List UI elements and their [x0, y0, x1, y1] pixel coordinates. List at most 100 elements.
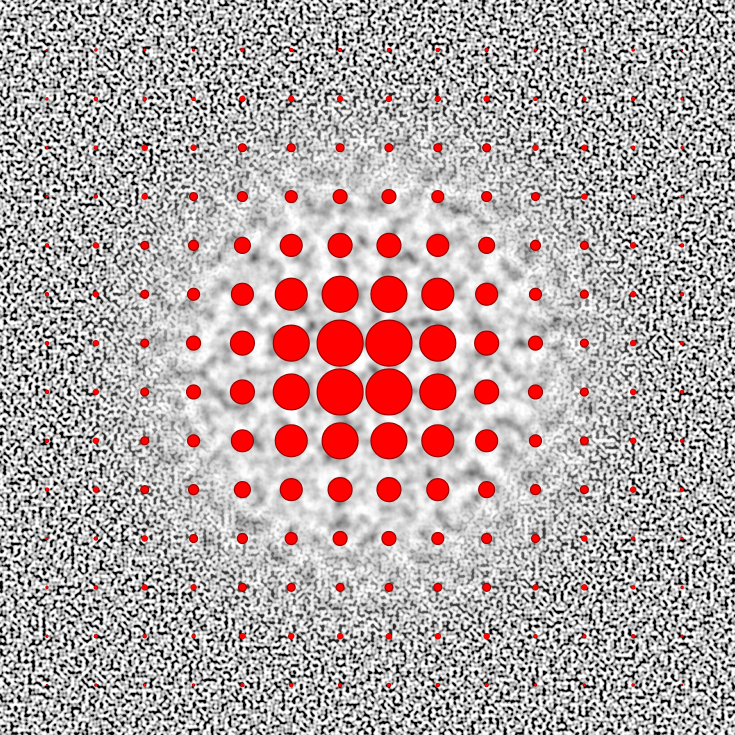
dot [381, 188, 397, 205]
dot [630, 194, 636, 199]
dot [530, 533, 541, 544]
dot [365, 319, 413, 367]
dot [629, 437, 637, 445]
dot [236, 190, 248, 203]
dot [186, 287, 201, 301]
dot [631, 683, 635, 687]
dot [370, 422, 408, 460]
dot [45, 194, 49, 199]
dot [582, 683, 587, 687]
dot [335, 582, 345, 592]
dot [140, 387, 150, 397]
dot [528, 287, 543, 301]
dot [93, 96, 99, 102]
dot [680, 683, 684, 687]
dot [141, 535, 148, 542]
dot [426, 233, 450, 257]
dot [629, 339, 637, 347]
dot [142, 633, 147, 639]
dot [284, 531, 298, 546]
dot [630, 585, 636, 590]
dot [483, 632, 490, 640]
dot [237, 143, 247, 153]
dot [229, 379, 255, 405]
dot [679, 243, 685, 248]
dot [321, 422, 359, 460]
dot [376, 477, 402, 503]
dot [533, 683, 538, 687]
dot [316, 319, 364, 367]
dot [240, 682, 245, 688]
dot [44, 340, 50, 346]
dot [190, 584, 197, 591]
dot [474, 379, 500, 405]
dot [316, 368, 364, 416]
dot [581, 144, 588, 151]
dot [288, 95, 295, 103]
dot [92, 437, 100, 445]
dot [431, 531, 445, 546]
dot [482, 582, 492, 592]
dot [421, 424, 455, 458]
dot [286, 143, 296, 153]
dot [679, 487, 685, 492]
dot [92, 291, 100, 298]
dot [44, 438, 50, 444]
dot [679, 438, 685, 444]
dot [327, 477, 353, 503]
dot [481, 190, 493, 203]
dot [336, 632, 344, 640]
dot [386, 682, 392, 688]
dot [630, 96, 636, 102]
dot [45, 683, 49, 687]
dot [274, 277, 308, 311]
dot [332, 188, 348, 205]
dot [337, 47, 343, 53]
dot [419, 373, 457, 411]
dot [484, 47, 489, 53]
dot [629, 291, 637, 298]
dot [419, 324, 457, 362]
dot [240, 47, 245, 53]
dot [92, 242, 100, 249]
dot [533, 633, 538, 639]
dot [288, 632, 295, 640]
dot [45, 48, 49, 52]
dot [384, 582, 394, 592]
dot [426, 478, 450, 502]
dot [528, 434, 543, 448]
dot [93, 633, 99, 639]
dot [186, 434, 201, 448]
dot [141, 584, 148, 591]
dot [44, 487, 50, 492]
dot [365, 368, 413, 416]
dot [475, 282, 499, 306]
dot-grid [44, 47, 685, 688]
dot [230, 429, 254, 453]
dot [92, 388, 100, 396]
dot [45, 536, 49, 541]
dot [188, 533, 199, 544]
dot [579, 485, 589, 495]
dot [279, 233, 303, 257]
dot [679, 340, 685, 346]
dot [482, 143, 492, 153]
dot [581, 584, 588, 591]
dot [272, 324, 310, 362]
dot [142, 683, 147, 687]
dot [45, 145, 49, 150]
dot [230, 282, 254, 306]
dot [142, 96, 147, 102]
dot [582, 96, 587, 102]
dot [532, 584, 539, 591]
dot [478, 236, 496, 254]
dot [44, 243, 50, 248]
dot [581, 193, 588, 200]
dot [532, 144, 539, 151]
dot [93, 145, 99, 150]
dot [474, 330, 500, 356]
dot [484, 682, 489, 688]
dot [680, 194, 684, 199]
dot [93, 585, 99, 590]
